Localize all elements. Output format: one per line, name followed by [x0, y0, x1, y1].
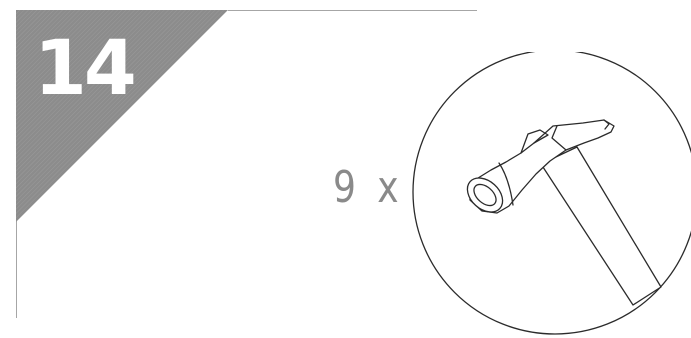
- hammer-icon: [412, 52, 691, 335]
- step-corner-badge: [16, 10, 228, 222]
- hammer-face: [466, 177, 504, 213]
- step-number: 14: [34, 23, 137, 112]
- hammer-handle: [540, 146, 662, 306]
- part-quantity: 9 x: [333, 162, 404, 213]
- hammer-head: [469, 119, 615, 214]
